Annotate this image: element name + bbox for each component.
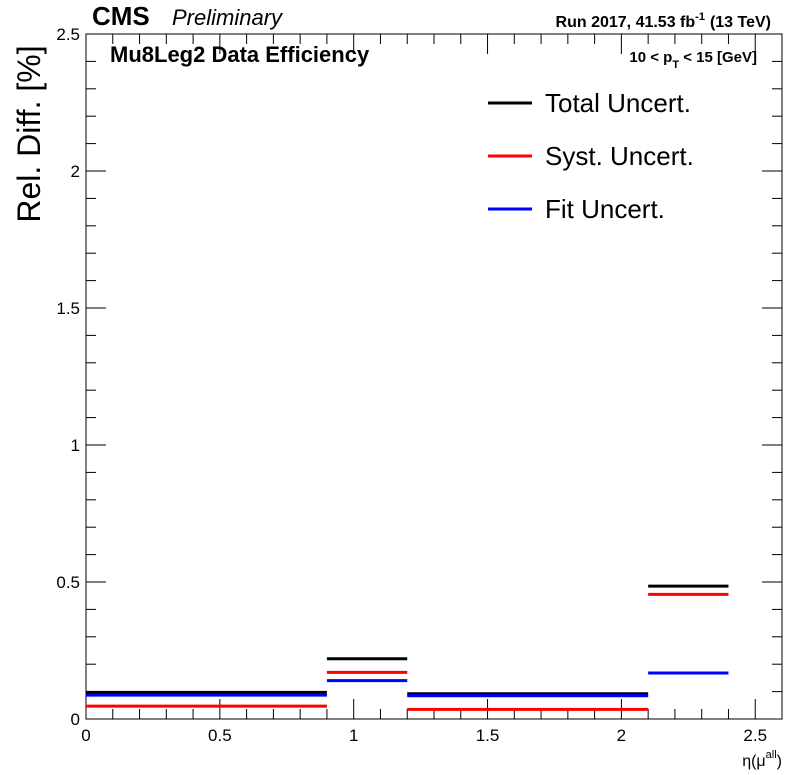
y-tick-label: 0.5	[56, 573, 80, 592]
plot-frame	[85, 33, 783, 720]
legend-label: Syst. Uncert.	[545, 141, 694, 171]
y-tick-label: 1.5	[56, 299, 80, 318]
y-tick-label: 2	[71, 162, 80, 181]
legend-label: Fit Uncert.	[545, 194, 665, 224]
y-tick-label: 2.5	[56, 25, 80, 44]
cms-label: CMS	[92, 1, 150, 31]
x-tick-label: 2.5	[743, 726, 767, 745]
series-fit-uncert	[86, 671, 729, 698]
x-tick-label: 1	[349, 726, 358, 745]
x-tick-label: 0.5	[208, 726, 232, 745]
y-axis-title: Rel. Diff. [%]	[11, 45, 47, 222]
axes: 0 0.5 1 1.5 2 2.5 0 0.5 1 1.5 2 2.5	[56, 25, 783, 745]
lumi-label: Run 2017, 41.53 fb-1 (13 TeV)	[556, 11, 771, 31]
legend-label: Total Uncert.	[545, 88, 691, 118]
x-tick-label: 2	[617, 726, 626, 745]
panel-title: Mu8Leg2 Data Efficiency	[110, 42, 370, 67]
y-tick-label: 0	[71, 710, 80, 729]
x-tick-label: 0	[81, 726, 90, 745]
pt-range-label: 10 < pT < 15 [GeV]	[629, 49, 757, 71]
legend: Total Uncert. Syst. Uncert. Fit Uncert.	[488, 88, 694, 224]
preliminary-label: Preliminary	[172, 5, 284, 30]
x-axis-title: η(μall)	[742, 749, 782, 770]
series-syst-uncert	[86, 592, 729, 711]
x-tick-label: 1.5	[476, 726, 500, 745]
series-total-uncert	[86, 584, 729, 696]
y-tick-label: 1	[71, 436, 80, 455]
data-series	[86, 584, 729, 711]
